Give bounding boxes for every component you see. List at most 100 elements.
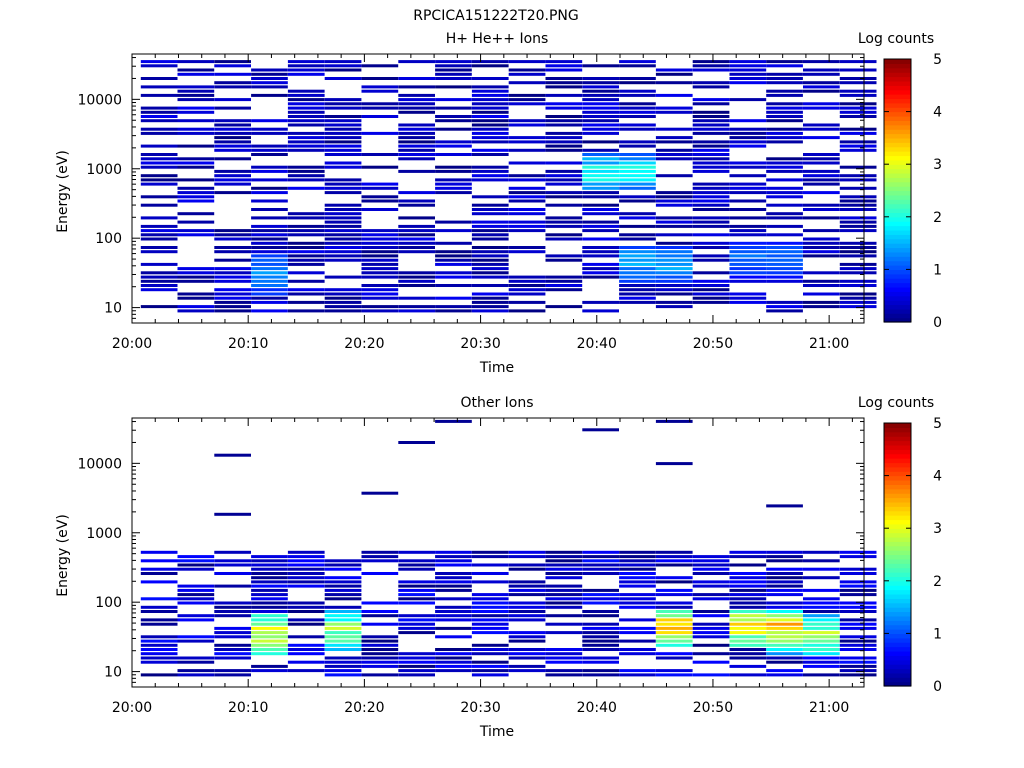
- heatmap-cell: [251, 648, 288, 651]
- heatmap-cell: [692, 127, 730, 131]
- heatmap-cell: [655, 550, 693, 554]
- heatmap-cell: [398, 441, 435, 444]
- heatmap-cell: [839, 199, 877, 203]
- heatmap-cell: [324, 182, 362, 186]
- y-tick-label: 10000: [77, 92, 122, 108]
- heatmap-cell: [435, 178, 472, 182]
- heatmap-cell: [177, 292, 215, 296]
- heatmap-cell: [766, 60, 803, 64]
- heatmap-cell: [619, 123, 656, 127]
- heatmap-cell: [471, 123, 509, 127]
- heatmap-cell: [582, 267, 619, 271]
- heatmap-cell: [766, 669, 803, 673]
- heatmap-cell: [766, 102, 803, 106]
- y-tick-label: 100: [95, 595, 122, 611]
- heatmap-cell: [471, 550, 509, 554]
- heatmap-cell: [435, 220, 472, 224]
- heatmap-cell: [398, 271, 435, 275]
- heatmap-cell: [471, 246, 509, 249]
- heatmap-cell: [839, 610, 877, 613]
- heatmap-cell: [803, 191, 840, 195]
- heatmap-cell: [287, 660, 325, 664]
- heatmap-cell: [287, 169, 325, 173]
- heatmap-cell: [692, 567, 730, 571]
- heatmap-cell: [177, 618, 215, 622]
- heatmap-cell: [766, 639, 803, 643]
- y-axis-label: Energy (eV): [55, 150, 71, 233]
- heatmap-cell: [324, 588, 362, 592]
- heatmap-cell: [692, 584, 730, 588]
- heatmap-cell: [582, 622, 619, 626]
- heatmap-cell: [361, 284, 399, 287]
- heatmap-cell: [766, 271, 803, 275]
- heatmap-cell: [545, 669, 583, 673]
- heatmap-cell: [471, 89, 509, 93]
- colorbar-step: [884, 146, 911, 152]
- heatmap-cells: [140, 60, 877, 313]
- y-tick-label: 1000: [86, 526, 122, 542]
- heatmap-cell: [214, 258, 251, 262]
- heatmap-cell: [839, 660, 877, 664]
- heatmap-cell: [803, 169, 840, 173]
- heatmap-cell: [582, 614, 619, 618]
- colorbar-step: [884, 488, 911, 494]
- heatmap-cell: [619, 639, 656, 643]
- heatmap-cell: [177, 72, 215, 76]
- heatmap-cell: [361, 275, 399, 279]
- heatmap-cell: [471, 233, 509, 237]
- heatmap-cell: [692, 572, 730, 575]
- heatmap-cell: [729, 191, 767, 195]
- heatmap-cell: [214, 292, 251, 296]
- heatmap-cell: [508, 195, 546, 199]
- heatmap-cell: [361, 237, 399, 241]
- heatmap-cell: [361, 241, 399, 245]
- heatmap-cell: [803, 60, 840, 64]
- heatmap-cell: [655, 220, 693, 224]
- heatmap-cell: [177, 178, 215, 182]
- heatmap-cell: [398, 309, 435, 313]
- heatmap-cell: [582, 656, 619, 660]
- heatmap-cell: [692, 241, 730, 245]
- heatmap-cell: [287, 241, 325, 245]
- y-tick-label: 100: [95, 231, 122, 247]
- heatmap-cell: [619, 563, 656, 567]
- heatmap-cell: [766, 140, 803, 144]
- heatmap-cell: [251, 555, 288, 559]
- heatmap-cell: [655, 203, 693, 207]
- heatmap-cell: [471, 127, 509, 131]
- heatmap-cell: [508, 618, 546, 622]
- heatmap-cell: [582, 601, 619, 605]
- heatmap-cell: [692, 610, 730, 613]
- heatmap-cell: [471, 643, 509, 647]
- heatmap-cell: [140, 127, 178, 131]
- heatmap-cell: [471, 60, 509, 64]
- heatmap-cell: [287, 212, 325, 216]
- colorbar-step: [884, 221, 911, 227]
- heatmap-cell: [545, 275, 583, 279]
- heatmap-cell: [839, 254, 877, 258]
- colorbar-step: [884, 475, 911, 481]
- heatmap-cell: [140, 246, 178, 249]
- heatmap-cell: [251, 593, 288, 597]
- heatmap-cell: [729, 279, 767, 283]
- heatmap-cell: [729, 622, 767, 626]
- heatmap-cell: [803, 161, 840, 165]
- colorbar-step: [884, 164, 911, 170]
- y-tick-label: 10000: [77, 456, 122, 472]
- heatmap-cell: [803, 85, 840, 89]
- heatmap-cell: [251, 153, 288, 156]
- heatmap-cell: [582, 250, 619, 254]
- heatmap-cell: [251, 584, 288, 588]
- colorbar-step: [884, 120, 911, 126]
- heatmap-cell: [803, 639, 840, 643]
- heatmap-cell: [214, 64, 251, 68]
- colorbar-step: [884, 216, 911, 222]
- heatmap-cell: [398, 588, 435, 592]
- heatmap-cell: [251, 597, 288, 601]
- colorbar-step: [884, 229, 911, 235]
- heatmap-cell: [692, 68, 730, 72]
- heatmap-cell: [803, 68, 840, 72]
- heatmap-cell: [545, 237, 583, 241]
- heatmap-cell: [692, 203, 730, 207]
